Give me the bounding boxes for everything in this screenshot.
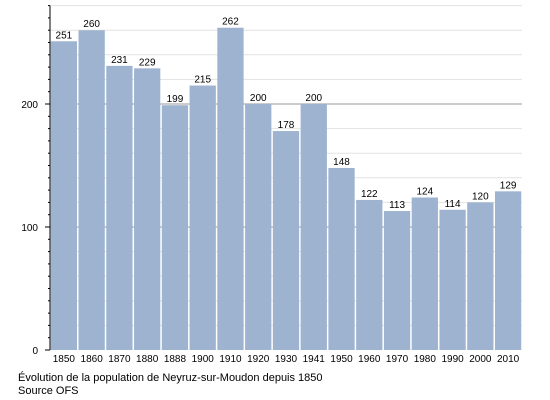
x-tick-label: 1950 <box>330 354 353 365</box>
bar <box>217 27 244 351</box>
x-tick-label: 1990 <box>441 354 464 365</box>
bars <box>50 27 522 351</box>
data-label: 148 <box>333 157 350 168</box>
axes: 1850 1860 1870 1880 1888 1900 1910 1920 1930 1941… <box>21 5 520 365</box>
x-tick-label: 1870 <box>108 354 131 365</box>
x-tick-label: 1970 <box>386 354 409 365</box>
data-label: 124 <box>416 186 433 197</box>
bar <box>245 104 272 350</box>
y-tick-label: 200 <box>21 100 38 111</box>
chart-source: Source OFS <box>18 385 79 397</box>
bar <box>494 191 522 350</box>
bar <box>411 197 438 350</box>
x-tick-label: 1880 <box>136 354 159 365</box>
x-tick-label: 2000 <box>469 354 492 365</box>
data-label: 200 <box>250 93 267 104</box>
data-label: 251 <box>56 30 73 41</box>
data-label: 231 <box>111 55 128 66</box>
data-label: 122 <box>361 189 378 200</box>
data-label: 113 <box>389 200 405 211</box>
data-label: 229 <box>139 57 156 68</box>
bar <box>300 104 327 350</box>
bar <box>161 105 189 350</box>
x-tick-label: 1888 <box>164 354 187 365</box>
y-tick-label: 0 <box>32 346 38 357</box>
x-tick-label: 1910 <box>219 354 242 365</box>
bar <box>439 209 466 350</box>
data-label: 260 <box>83 19 100 30</box>
bar <box>272 131 300 350</box>
bar <box>50 41 78 351</box>
data-labels: 251 260 231 229 199 215 262 200 178 200 148 122 113 1… <box>56 17 517 211</box>
x-tick-label: 1941 <box>303 354 326 365</box>
chart-caption: Évolution de la population de Neyruz-sur… <box>18 372 323 384</box>
bar <box>134 68 161 350</box>
x-tick-label: 1930 <box>275 354 298 365</box>
x-tick-label: 1980 <box>414 354 437 365</box>
y-tick-label: 100 <box>21 223 38 234</box>
x-tick-label: 2010 <box>497 354 520 365</box>
x-tick-label: 1920 <box>247 354 270 365</box>
data-label: 199 <box>167 94 184 105</box>
bar <box>78 30 105 350</box>
data-label: 215 <box>194 75 211 86</box>
bar <box>328 167 355 350</box>
data-label: 120 <box>472 191 489 202</box>
x-tick-label: 1860 <box>81 354 104 365</box>
bar <box>106 65 133 351</box>
data-label: 200 <box>305 93 322 104</box>
data-label: 262 <box>222 17 239 28</box>
bar <box>467 202 494 350</box>
bar <box>189 85 216 351</box>
x-tick-label: 1900 <box>192 354 215 365</box>
bar <box>356 199 383 350</box>
data-label: 129 <box>500 180 517 191</box>
data-label: 114 <box>445 199 461 210</box>
data-label: 178 <box>278 120 295 131</box>
x-tick-label: 1960 <box>358 354 381 365</box>
x-tick-label: 1850 <box>53 354 76 365</box>
bar <box>383 211 411 350</box>
